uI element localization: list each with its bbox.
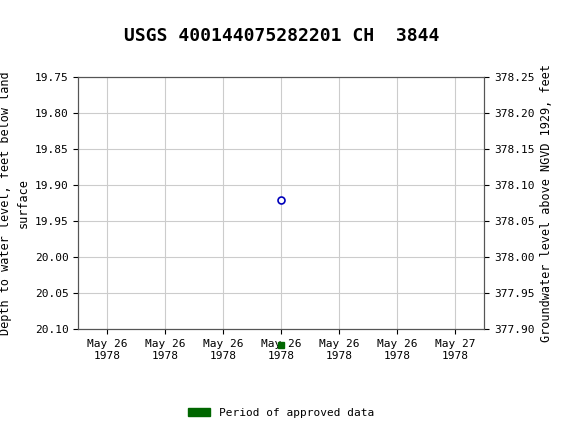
- Text: USGS 400144075282201 CH  3844: USGS 400144075282201 CH 3844: [124, 27, 439, 45]
- Y-axis label: Depth to water level, feet below land
surface: Depth to water level, feet below land su…: [0, 71, 29, 335]
- Text: USGS: USGS: [64, 12, 114, 33]
- Y-axis label: Groundwater level above NGVD 1929, feet: Groundwater level above NGVD 1929, feet: [540, 64, 553, 342]
- Legend: Period of approved data: Period of approved data: [184, 403, 379, 422]
